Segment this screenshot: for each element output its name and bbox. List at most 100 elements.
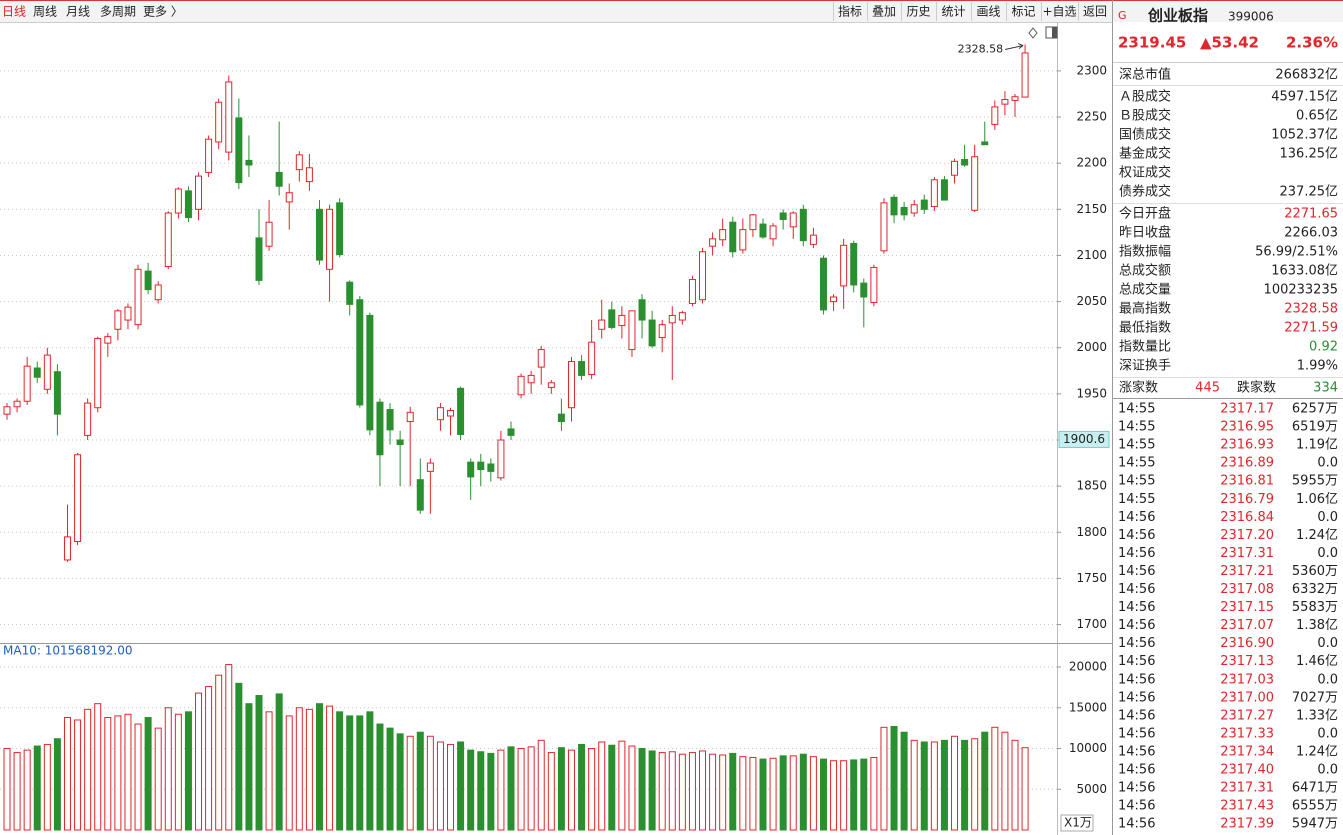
trade-volume: 6257万 (1292, 402, 1338, 417)
period-tab[interactable]: 日线 (2, 5, 26, 19)
high-arrowhead (1017, 43, 1024, 49)
trade-price: 2317.17 (1220, 402, 1274, 417)
candle-body (890, 196, 898, 216)
trade-price: 2317.31 (1220, 781, 1274, 796)
candle-body (880, 202, 888, 252)
tool-button[interactable]: 画线 (976, 5, 1000, 19)
volume-bar (739, 756, 747, 831)
tool-button[interactable]: 历史 (906, 5, 930, 19)
candle-body (729, 221, 737, 253)
candle-body (416, 479, 424, 511)
quote-label: 深证换手 (1119, 359, 1171, 374)
trade-volume: 6471万 (1292, 781, 1338, 796)
volume-bar (205, 686, 213, 831)
candle-body (517, 375, 525, 396)
quote-value: 0.65亿 (1296, 109, 1338, 124)
quote-value: 56.99/2.51% (1255, 245, 1338, 260)
volume-bar (547, 752, 555, 831)
volume-bar (789, 755, 797, 831)
panel-toggle-fill (1052, 27, 1057, 38)
volume-bar (144, 717, 152, 831)
trade-price: 2317.00 (1220, 690, 1274, 705)
candle-body (971, 156, 979, 211)
period-tab[interactable]: 多周期 (100, 5, 136, 19)
period-tab[interactable]: 月线 (66, 5, 90, 19)
volume-bar (23, 749, 31, 831)
period-tab[interactable]: 周线 (33, 5, 57, 19)
volume-bar (840, 760, 848, 831)
volume-bar (265, 711, 273, 831)
price-change: ▲53.42 (1200, 34, 1259, 52)
diamond-icon[interactable] (1028, 27, 1038, 39)
volume-bar (63, 717, 71, 831)
tool-button[interactable]: 统计 (941, 5, 965, 19)
unit-box (1060, 814, 1094, 832)
trade-price: 2317.39 (1220, 817, 1274, 832)
candle-body (809, 234, 817, 245)
volume-legend: MA10: 101568192.00 (3, 644, 133, 658)
index-name: 创业板指 (1147, 7, 1208, 25)
y-tick-label: 2000 (1076, 340, 1107, 354)
trade-time: 14:56 (1118, 654, 1155, 669)
volume-bar (537, 739, 545, 831)
candle-body (497, 439, 505, 479)
candle-body (709, 238, 717, 247)
quote-value: 100233235 (1264, 283, 1338, 298)
trade-price: 2317.15 (1220, 600, 1274, 615)
volume-bar (910, 739, 918, 831)
candle-body (94, 337, 102, 409)
candle-body (84, 402, 92, 436)
candle-body (295, 154, 303, 171)
trade-time: 14:56 (1118, 708, 1155, 723)
candle-body (688, 278, 696, 304)
trade-time: 14:56 (1118, 510, 1155, 525)
candle-body (719, 229, 727, 241)
candle-body (799, 208, 807, 242)
volume-bar (668, 751, 676, 831)
candle-body (981, 141, 989, 146)
period-tab[interactable]: 更多 〉 (143, 5, 183, 19)
quote-value: 1.99% (1297, 359, 1338, 374)
volume-bar (305, 708, 313, 831)
quote-label: Ａ股成交 (1119, 89, 1171, 105)
volume-bar (658, 752, 666, 831)
quote-value: 2328.58 (1284, 302, 1338, 317)
trade-volume: 0.0 (1317, 546, 1338, 561)
y-tick-label: 1950 (1076, 386, 1107, 400)
tool-button[interactable]: 返回 (1083, 5, 1107, 19)
crosshair-label: 1900.6 (1063, 432, 1105, 446)
candle-body (53, 371, 61, 415)
candle-body (184, 190, 192, 219)
volume-bar (900, 731, 908, 831)
tool-button[interactable]: 标记 (1011, 5, 1035, 19)
trade-volume: 1.24亿 (1296, 744, 1338, 759)
trade-time: 14:55 (1118, 420, 1155, 435)
trade-volume: 1.33亿 (1296, 708, 1338, 723)
tool-button[interactable]: 指标 (838, 4, 862, 19)
candle-body (285, 192, 293, 203)
candle-body (43, 354, 51, 390)
candle-body (426, 462, 434, 472)
chart-icons[interactable] (1028, 26, 1058, 39)
quote-value: 2266.03 (1284, 226, 1338, 241)
quote-label: 今日开盘 (1119, 206, 1171, 222)
candle-body (174, 188, 182, 214)
volume-bar (487, 752, 495, 831)
quote-value: 136.25亿 (1280, 147, 1339, 162)
volume-bar (920, 741, 928, 831)
trade-price: 2317.20 (1220, 528, 1274, 543)
candle-body (588, 341, 596, 375)
volume-bar (426, 735, 434, 831)
candle-body (920, 199, 928, 210)
trade-price: 2316.84 (1220, 510, 1274, 525)
quote-value: 1633.08亿 (1271, 264, 1338, 279)
candle-body (870, 266, 878, 304)
volume-bar (376, 723, 384, 831)
candle-body (114, 310, 122, 330)
candle-body (598, 319, 606, 330)
volume-bar (608, 744, 616, 831)
tool-button[interactable]: +自选 (1042, 5, 1076, 19)
tool-button[interactable]: 叠加 (872, 5, 896, 19)
trade-price: 2316.93 (1220, 438, 1274, 453)
